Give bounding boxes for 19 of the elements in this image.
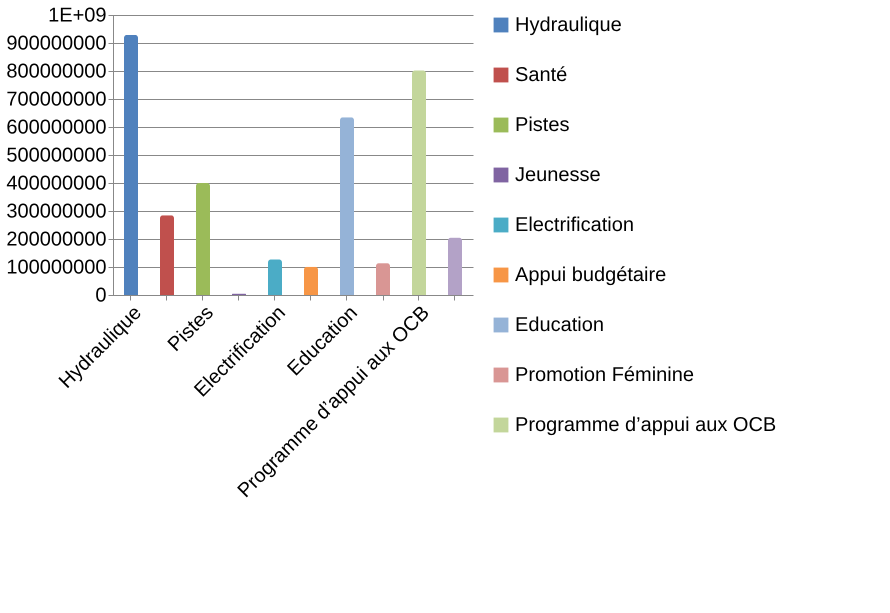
y-tick-label: 300000000	[6, 200, 106, 222]
y-tick-label: 400000000	[6, 172, 106, 194]
legend-label: Electrification	[515, 214, 634, 236]
legend-label: Jeunesse	[515, 164, 601, 186]
legend-label: Santé	[515, 64, 568, 86]
legend-label: Appui budgétaire	[515, 264, 666, 286]
y-tick-label: 800000000	[6, 60, 106, 82]
y-tick-label: 600000000	[6, 116, 106, 138]
legend-label: Hydraulique	[515, 14, 622, 36]
y-tick-label: 200000000	[6, 228, 106, 250]
y-tick-label: 100000000	[6, 256, 106, 278]
y-tick-label: 700000000	[6, 88, 106, 110]
legend-label: Programme d’appui aux OCB	[515, 414, 776, 436]
y-tick-label: 1E+09	[48, 4, 106, 26]
y-tick-label: 900000000	[6, 32, 106, 54]
legend-label: Promotion Féminine	[515, 364, 694, 386]
y-tick-label: 0	[95, 284, 106, 306]
legend-label: Pistes	[515, 114, 570, 136]
y-tick-label: 500000000	[6, 144, 106, 166]
